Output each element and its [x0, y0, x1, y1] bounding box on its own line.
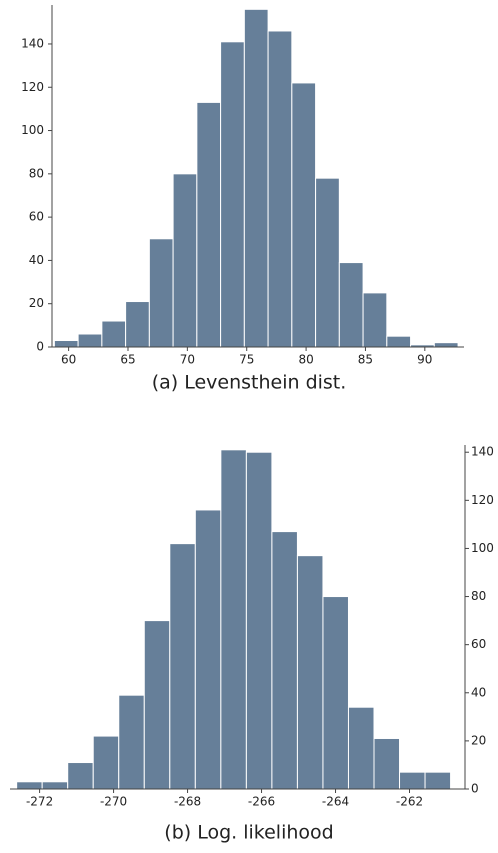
bar	[53, 340, 79, 348]
x-tick-label: -266	[248, 795, 275, 809]
bar	[433, 342, 459, 348]
bar	[424, 771, 452, 790]
bar	[243, 8, 269, 348]
y-tick-label: 100	[471, 541, 494, 555]
x-tick-label: 65	[120, 353, 135, 367]
x-tick-label: 75	[239, 353, 254, 367]
y-tick-label: 20	[29, 296, 44, 310]
bar	[92, 735, 120, 790]
bar	[362, 292, 388, 348]
bar	[67, 762, 94, 790]
x-tick-label: 60	[61, 353, 76, 367]
bar	[172, 173, 198, 348]
x-tick-label: -264	[322, 795, 349, 809]
y-tick-label: 0	[36, 340, 44, 354]
y-tick-label: 40	[29, 253, 44, 267]
y-tick-label: 80	[29, 166, 44, 180]
x-tick-label: 85	[358, 353, 373, 367]
y-tick-label: 100	[21, 123, 44, 137]
bar	[148, 238, 174, 348]
x-tick-label: -272	[26, 795, 53, 809]
y-tick-label: 0	[471, 782, 479, 796]
y-tick-label: 40	[471, 685, 486, 699]
y-tick-label: 140	[21, 36, 44, 50]
bar	[347, 706, 375, 790]
bar	[125, 301, 150, 348]
y-tick-label: 120	[471, 493, 494, 507]
x-tick-label: -270	[100, 795, 127, 809]
bar	[196, 101, 222, 348]
y-tick-label: 60	[471, 637, 486, 651]
bar	[291, 82, 317, 348]
bar	[315, 177, 340, 348]
bar	[169, 543, 196, 790]
y-tick-label: 20	[471, 733, 486, 747]
caption: (a) Levensthein dist.	[152, 372, 347, 394]
bar	[220, 449, 247, 790]
bar	[16, 781, 43, 790]
bar	[322, 596, 349, 790]
x-tick-label: 90	[417, 353, 432, 367]
y-tick-label: 140	[471, 445, 494, 459]
bar	[194, 509, 222, 790]
x-tick-label: -262	[396, 795, 423, 809]
bar	[143, 620, 171, 790]
bar	[338, 262, 364, 348]
x-tick-label: 70	[180, 353, 195, 367]
bar	[373, 737, 401, 790]
y-tick-label: 80	[471, 589, 486, 603]
bar	[101, 320, 127, 348]
bar	[245, 451, 273, 790]
bar	[77, 333, 103, 348]
bar	[399, 771, 426, 790]
bar	[220, 41, 245, 348]
bar	[271, 531, 298, 790]
y-tick-label: 120	[21, 80, 44, 94]
caption: (b) Log. likelihood	[164, 822, 333, 844]
x-tick-label: 80	[298, 353, 313, 367]
bar	[267, 30, 293, 348]
bar	[118, 694, 145, 790]
y-tick-label: 60	[29, 210, 44, 224]
bar	[41, 781, 69, 790]
x-tick-label: -268	[174, 795, 201, 809]
bar	[386, 335, 412, 348]
bar	[296, 555, 324, 790]
